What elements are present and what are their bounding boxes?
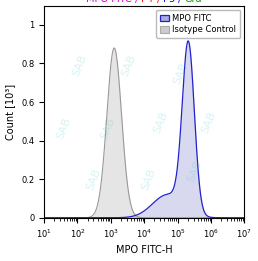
Text: P4: P4 [141, 0, 154, 4]
Text: SAB: SAB [85, 167, 103, 192]
Text: /: / [154, 0, 163, 4]
Text: /: / [175, 0, 185, 4]
Text: SAB: SAB [199, 110, 217, 135]
Text: SAB: SAB [186, 159, 203, 183]
Text: /: / [132, 0, 141, 4]
Text: SAB: SAB [151, 110, 169, 135]
Text: SAB: SAB [139, 167, 157, 192]
Text: Gra: Gra [185, 0, 202, 4]
Legend: MPO FITC, Isotype Control: MPO FITC, Isotype Control [156, 10, 240, 38]
X-axis label: MPO FITC-H: MPO FITC-H [116, 245, 173, 256]
Text: MPO FITC: MPO FITC [86, 0, 132, 4]
Text: SAB: SAB [99, 116, 117, 141]
Text: SAB: SAB [71, 53, 89, 77]
Text: SAB: SAB [172, 61, 189, 86]
Text: SAB: SAB [119, 53, 137, 77]
Text: SAB: SAB [55, 116, 73, 141]
Y-axis label: Count [10³]: Count [10³] [6, 84, 15, 140]
Text: P5: P5 [163, 0, 175, 4]
